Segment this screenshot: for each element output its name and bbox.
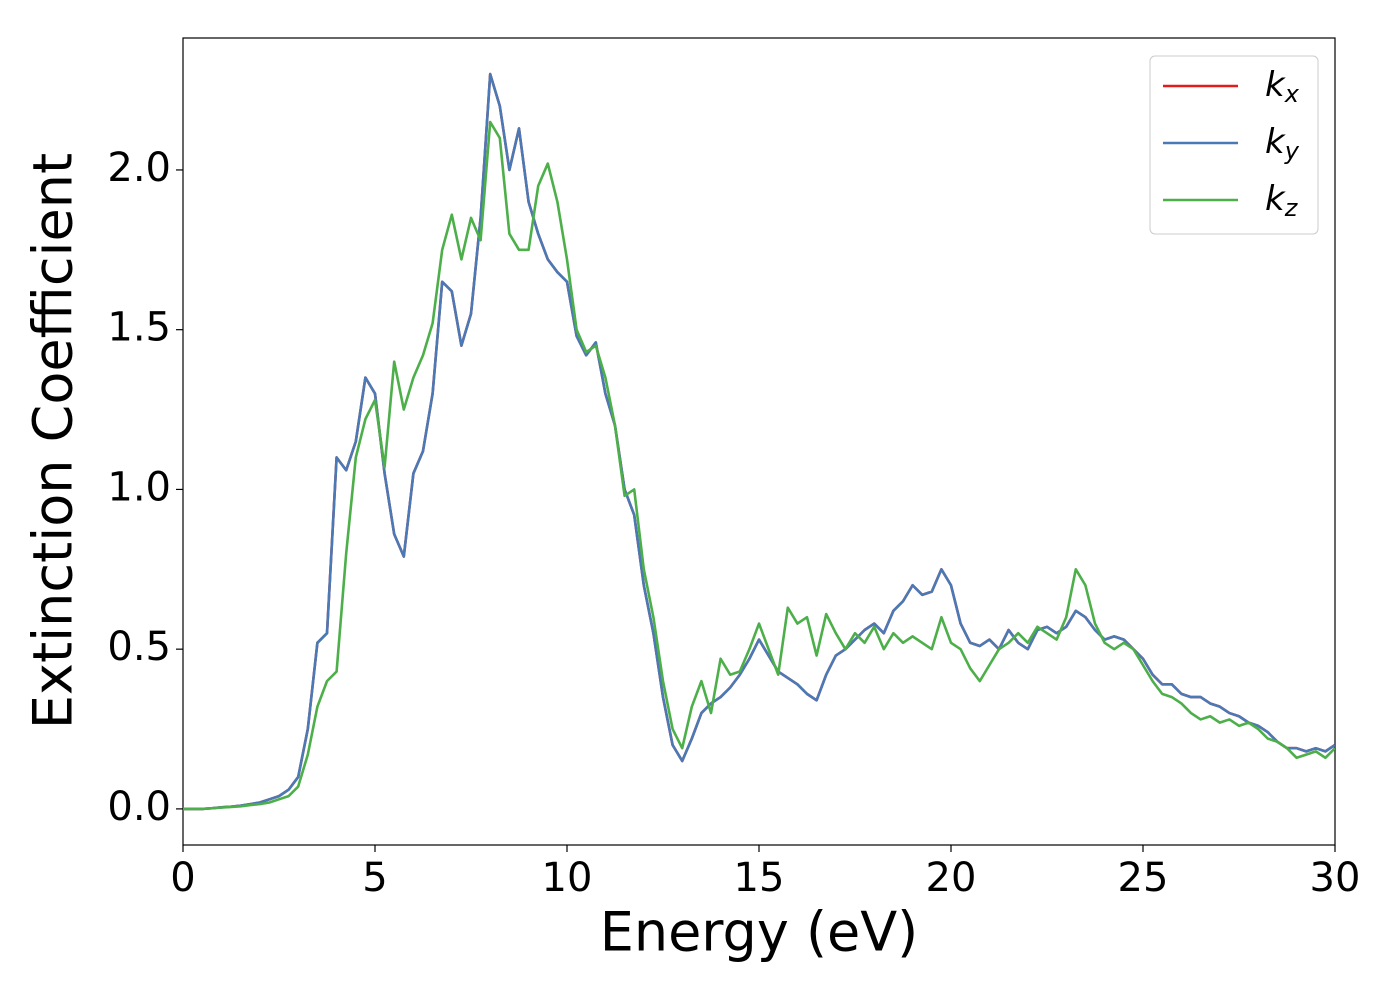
- legend-label: ky: [1265, 122, 1300, 166]
- x-tick-label: 25: [1118, 855, 1169, 901]
- y-tick-label: 0.5: [107, 624, 171, 670]
- x-tick-label: 10: [542, 855, 593, 901]
- x-tick-label: 20: [926, 855, 977, 901]
- y-tick-label: 2.0: [107, 145, 171, 191]
- x-tick-label: 30: [1310, 855, 1361, 901]
- legend-label: kz: [1265, 179, 1299, 223]
- y-tick-label: 1.0: [107, 464, 171, 510]
- legend-box: [1149, 55, 1319, 235]
- legend-label: kx: [1265, 65, 1300, 109]
- series-line: [183, 120, 1335, 811]
- x-tick-label: 5: [362, 855, 387, 901]
- y-axis-label: Extinction Coefficient: [22, 153, 85, 729]
- x-tick-label: 0: [170, 855, 195, 901]
- x-axis-label: Energy (eV): [600, 901, 919, 964]
- series-line: [183, 72, 1335, 811]
- y-tick-label: 0.0: [107, 784, 171, 830]
- x-tick-label: 15: [734, 855, 785, 901]
- y-tick-label: 1.5: [107, 305, 171, 351]
